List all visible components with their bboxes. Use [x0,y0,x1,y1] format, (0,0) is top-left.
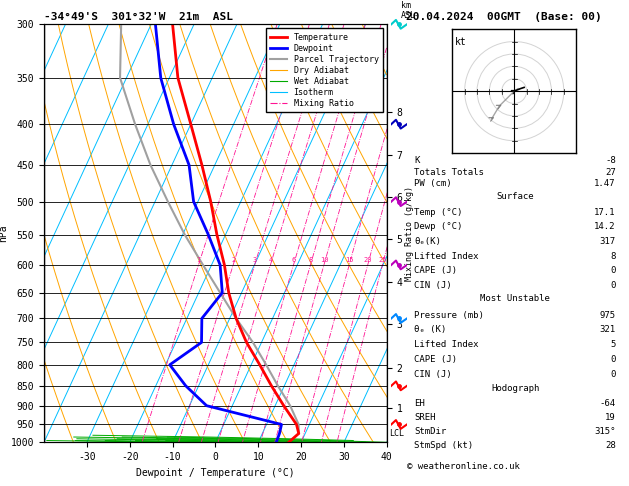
Text: 4: 4 [269,257,272,263]
Text: Lifted Index: Lifted Index [415,252,479,260]
Text: Pressure (mb): Pressure (mb) [415,311,484,320]
Text: StmDir: StmDir [415,427,447,436]
Text: 20: 20 [364,257,372,263]
Text: 10: 10 [320,257,328,263]
Text: 0: 0 [611,281,616,290]
Text: © weatheronline.co.uk: © weatheronline.co.uk [407,462,520,471]
Text: LCL: LCL [389,429,404,438]
Text: 0: 0 [611,266,616,275]
Text: θₑ(K): θₑ(K) [415,237,442,246]
Text: 8: 8 [611,252,616,260]
Text: 3: 3 [252,257,257,263]
Legend: Temperature, Dewpoint, Parcel Trajectory, Dry Adiabat, Wet Adiabat, Isotherm, Mi: Temperature, Dewpoint, Parcel Trajectory… [266,29,382,112]
Text: 15: 15 [345,257,353,263]
Text: CAPE (J): CAPE (J) [415,266,457,275]
Text: Lifted Index: Lifted Index [415,340,479,349]
Y-axis label: hPa: hPa [0,225,8,242]
Text: 25: 25 [378,257,387,263]
Text: -8: -8 [605,156,616,165]
Text: Most Unstable: Most Unstable [480,295,550,303]
Text: 975: 975 [599,311,616,320]
Text: CIN (J): CIN (J) [415,370,452,379]
Text: CAPE (J): CAPE (J) [415,355,457,364]
Text: km
ASL: km ASL [401,0,416,20]
Text: 317: 317 [599,237,616,246]
Text: 0: 0 [611,355,616,364]
Text: 17.1: 17.1 [594,208,616,217]
Text: Dewp (°C): Dewp (°C) [415,223,463,231]
Text: 2: 2 [231,257,235,263]
Text: θₑ (K): θₑ (K) [415,326,447,334]
Text: 1.47: 1.47 [594,179,616,188]
Text: Surface: Surface [496,192,534,201]
Text: 27: 27 [605,168,616,176]
Text: kt: kt [455,36,467,47]
Text: -64: -64 [599,399,616,408]
Text: EH: EH [415,399,425,408]
Text: -34°49'S  301°32'W  21m  ASL: -34°49'S 301°32'W 21m ASL [44,12,233,22]
Text: 1: 1 [196,257,201,263]
Text: 28: 28 [605,441,616,451]
Y-axis label: Mixing Ratio (g/kg): Mixing Ratio (g/kg) [405,186,415,281]
Text: Hodograph: Hodograph [491,383,539,393]
Text: Totals Totals: Totals Totals [415,168,484,176]
Text: CIN (J): CIN (J) [415,281,452,290]
Text: StmSpd (kt): StmSpd (kt) [415,441,474,451]
Text: Temp (°C): Temp (°C) [415,208,463,217]
Text: 20.04.2024  00GMT  (Base: 00): 20.04.2024 00GMT (Base: 00) [406,12,601,22]
Text: 0: 0 [611,370,616,379]
Text: 315°: 315° [594,427,616,436]
Text: SREH: SREH [415,413,436,422]
Text: 6: 6 [291,257,296,263]
Text: 14.2: 14.2 [594,223,616,231]
Text: 8: 8 [308,257,313,263]
Text: 19: 19 [605,413,616,422]
Text: 5: 5 [611,340,616,349]
Text: PW (cm): PW (cm) [415,179,452,188]
X-axis label: Dewpoint / Temperature (°C): Dewpoint / Temperature (°C) [136,468,295,478]
Text: K: K [415,156,420,165]
Text: 321: 321 [599,326,616,334]
